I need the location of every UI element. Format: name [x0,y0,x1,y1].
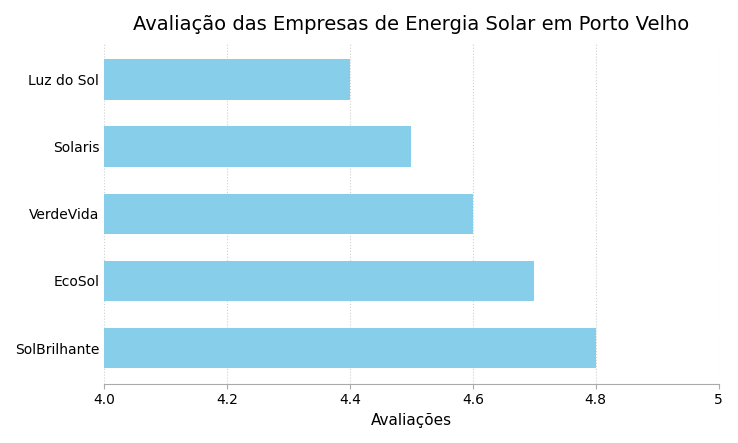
Bar [104,194,473,234]
Bar [104,261,534,301]
X-axis label: Avaliações: Avaliações [371,413,452,428]
Bar [104,127,411,167]
Title: Avaliação das Empresas de Energia Solar em Porto Velho: Avaliação das Empresas de Energia Solar … [134,15,689,34]
Bar [104,59,350,100]
Bar [104,328,596,368]
